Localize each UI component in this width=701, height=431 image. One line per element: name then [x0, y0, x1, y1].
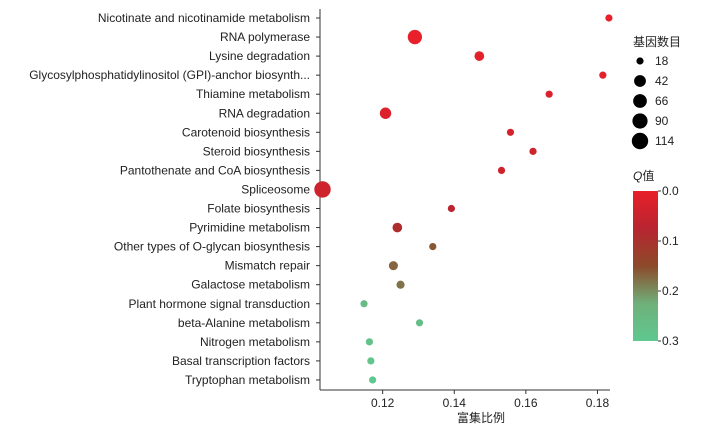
color-legend-title: Q值	[633, 168, 654, 183]
bubble	[388, 261, 398, 271]
bubble	[365, 338, 374, 346]
bubble	[367, 357, 375, 365]
size-legend-dot	[634, 75, 646, 87]
size-legend-label: 66	[655, 94, 669, 108]
x-axis-title: 富集比例	[457, 410, 505, 425]
bubble	[506, 128, 515, 136]
category-label: Carotenoid biosynthesis	[182, 125, 310, 139]
x-tick-label: 0.14	[443, 396, 467, 410]
size-legend-dot	[633, 94, 647, 108]
category-label: Nitrogen metabolism	[200, 335, 310, 349]
bubble	[415, 319, 424, 327]
bubble	[447, 204, 455, 213]
x-tick-label: 0.18	[586, 396, 610, 410]
category-label: Glycosylphosphatidylinositol (GPI)-ancho…	[29, 68, 310, 82]
category-label: Pyrimidine metabolism	[189, 221, 310, 235]
bubble	[360, 300, 368, 308]
size-legend-dot	[632, 113, 648, 129]
color-bar	[633, 191, 658, 341]
size-legend: 基因数目 18 42 66 90 114	[631, 34, 681, 150]
color-legend-tick-label: 0.1	[662, 234, 679, 248]
category-label: beta-Alanine metabolism	[178, 316, 310, 330]
category-label: Pantothenate and CoA biosynthesis	[120, 163, 310, 177]
category-label: Mismatch repair	[225, 259, 310, 273]
bubble	[396, 280, 405, 289]
category-label: Plant hormone signal transduction	[129, 297, 310, 311]
category-label-group: Nicotinate and nicotinamide metabolism RN…	[29, 11, 310, 387]
size-legend-dot	[636, 57, 644, 65]
category-label: Nicotinate and nicotinamide metabolism	[98, 11, 310, 25]
color-legend-tick-label: 0.3	[662, 334, 679, 348]
bubble	[545, 90, 553, 98]
bubble	[429, 243, 437, 251]
x-tick-label: 0.12	[371, 396, 395, 410]
category-label: Folate biosynthesis	[207, 202, 310, 216]
category-label: Lysine degradation	[209, 49, 310, 63]
size-legend-items: 18 42 66 90 114	[631, 54, 674, 150]
category-label: Steroid biosynthesis	[203, 144, 310, 158]
category-label: Tryptophan metabolism	[185, 373, 310, 387]
color-legend-ticks: 0.0 0.1 0.2 0.3	[658, 184, 679, 348]
size-legend-dot	[631, 132, 649, 150]
color-legend: Q值 0.0 0.1 0.2 0.3	[633, 168, 679, 348]
category-label: RNA degradation	[219, 106, 310, 120]
bubble-group	[314, 14, 613, 384]
category-label: Basal transcription factors	[172, 354, 310, 368]
color-legend-title-q: Q	[633, 169, 642, 183]
bubble	[474, 51, 485, 61]
size-legend-title: 基因数目	[633, 34, 681, 49]
bubble	[529, 147, 537, 155]
axes	[319, 9, 610, 391]
color-legend-tick-label: 0.0	[662, 184, 679, 198]
category-label: Thiamine metabolism	[196, 87, 310, 101]
size-legend-label: 18	[655, 54, 669, 68]
category-label: Galactose metabolism	[191, 278, 310, 292]
bubble	[599, 71, 607, 79]
y-tick-group	[316, 17, 320, 381]
size-legend-label: 90	[655, 114, 669, 128]
bubble	[497, 166, 506, 174]
category-label: RNA polymerase	[220, 30, 310, 44]
bubble	[369, 376, 377, 384]
bubble	[392, 222, 403, 233]
color-legend-title-rest: 值	[642, 168, 654, 183]
size-legend-label: 42	[655, 74, 669, 88]
color-legend-tick-label: 0.2	[662, 284, 679, 298]
x-tick-label: 0.16	[514, 396, 538, 410]
size-legend-label: 114	[655, 134, 674, 148]
bubble	[605, 14, 613, 22]
bubble	[379, 107, 392, 119]
category-label: Other types of O-glycan biosynthesis	[114, 240, 310, 254]
x-tick-group: 0.12 0.14 0.16 0.18	[371, 390, 609, 410]
bubble	[314, 181, 331, 198]
bubble	[407, 29, 423, 45]
category-label: Spliceosome	[241, 182, 310, 196]
